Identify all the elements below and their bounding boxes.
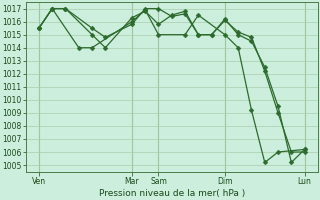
X-axis label: Pression niveau de la mer( hPa ): Pression niveau de la mer( hPa )	[99, 189, 245, 198]
